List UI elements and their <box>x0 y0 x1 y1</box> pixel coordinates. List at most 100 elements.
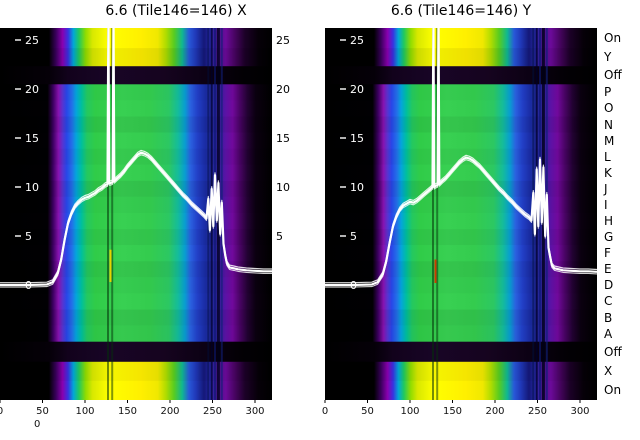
y-tick-label: 20 <box>350 83 364 96</box>
y-tick-label: 0 <box>350 279 357 292</box>
heatmap-row-h <box>325 212 597 230</box>
heatmap-row-j <box>325 180 597 198</box>
signal-trace <box>325 28 597 287</box>
row-label-e: E <box>604 262 612 277</box>
x-tick-label: 250 <box>203 406 222 417</box>
heatmap-row-c <box>0 293 272 311</box>
x-tick-label: 50 <box>361 406 374 417</box>
right-plot-title: 6.6 (Tile146=146) Y <box>390 3 532 19</box>
heatmap-row-p <box>325 84 597 101</box>
heatmap-row-m <box>0 132 272 150</box>
spectral-stripe <box>111 28 114 400</box>
row-label-d: D <box>604 278 614 293</box>
y-tick-label: 10 <box>350 181 364 194</box>
x-tick-label: 300 <box>245 406 264 417</box>
row-label-y: Y <box>604 50 612 65</box>
heatmap-row-d <box>0 277 272 295</box>
spectral-stripe <box>541 28 545 400</box>
y-tick-label: 5 <box>25 230 32 243</box>
marker-tick <box>109 249 112 282</box>
heatmap-row-o <box>325 100 597 118</box>
x-tick-label: 100 <box>400 406 419 417</box>
gap-tick-label: 20 <box>276 83 290 96</box>
origin-tick-label: 0 <box>34 419 41 430</box>
heatmap-row-on <box>0 380 272 400</box>
row-label-on: On <box>604 383 622 398</box>
heatmap-row-off <box>0 341 272 363</box>
signal-trace <box>0 28 272 287</box>
heatmap-row-o <box>0 100 272 118</box>
row-label-j: J <box>604 181 608 196</box>
row-label-x: X <box>604 364 613 379</box>
heatmap-row-d <box>325 277 597 295</box>
heatmap-row-n <box>325 116 597 134</box>
heatmap-row-y <box>325 48 597 67</box>
heatmap-row-f <box>0 245 272 262</box>
heatmap <box>325 28 597 400</box>
x-tick-label: 300 <box>570 406 589 417</box>
heatmap-row-e <box>0 261 272 278</box>
heatmap-row-i <box>0 196 272 214</box>
row-label-off: Off <box>604 68 622 83</box>
row-label-f: F <box>604 246 611 261</box>
row-label-o: O <box>604 101 614 116</box>
heatmap-row-k <box>325 164 597 182</box>
y-tick-label: 10 <box>25 181 39 194</box>
row-label-l: L <box>604 149 611 164</box>
gap-tick-label: 15 <box>276 132 290 145</box>
x-tick-label: 0 <box>322 406 328 417</box>
row-label-c: C <box>604 294 613 309</box>
row-label-a: A <box>604 326 613 341</box>
row-labels-right: On Y Off P O N M L K J I H G F E D C B A Off X On <box>604 0 640 440</box>
row-label-k: K <box>604 165 612 180</box>
heatmap-row-x <box>0 361 272 382</box>
row-label-h: H <box>604 214 614 229</box>
x-tick-label: 150 <box>443 406 462 417</box>
row-label-m: M <box>604 133 615 148</box>
heatmap-row-j <box>0 180 272 198</box>
heatmap-row-b <box>325 309 597 327</box>
y-tick-label: 15 <box>350 132 364 145</box>
heatmap-row-y <box>0 48 272 67</box>
heatmap-row-c <box>325 293 597 311</box>
heatmap-row-off <box>325 66 597 85</box>
gap-tick-label: 10 <box>276 181 290 194</box>
heatmap-row-on <box>325 380 597 400</box>
heatmap-row-x <box>325 361 597 382</box>
heatmap-row-off <box>325 341 597 363</box>
x-tick-label: 250 <box>528 406 547 417</box>
heatmap-row-l <box>325 148 597 166</box>
heatmap-row-k <box>0 164 272 182</box>
gap-tick-label: 5 <box>276 230 283 243</box>
row-label-i: I <box>604 197 608 212</box>
row-label-p: P <box>604 85 612 100</box>
x-tick-label: 50 <box>36 406 49 417</box>
heatmap-row-i <box>325 196 597 214</box>
spectral-stripe <box>214 28 216 400</box>
gap-tick-label: 25 <box>276 34 290 47</box>
spectral-stripe <box>535 28 538 400</box>
spectral-stripe <box>107 28 109 400</box>
row-label-b: B <box>604 310 613 325</box>
row-label-g: G <box>604 230 614 245</box>
y-tick-label: 5 <box>350 230 357 243</box>
row-label-on: On <box>604 31 622 46</box>
heatmap-row-a <box>0 325 272 343</box>
heatmap-row-g <box>0 229 272 246</box>
spectral-stripe <box>539 28 541 400</box>
heatmap-row-p <box>0 84 272 101</box>
x-tick-label: 100 <box>75 406 94 417</box>
heatmap-row-m <box>325 132 597 150</box>
y-tick-label: 25 <box>25 34 39 47</box>
marker-tick <box>434 259 437 283</box>
y-tick-label: 25 <box>350 34 364 47</box>
heatmap-row-off <box>0 66 272 85</box>
heatmap-row-g <box>325 229 597 246</box>
y-tick-label: 20 <box>25 83 39 96</box>
heatmap-panel-x: 2520151050050100150200250300252015105 <box>0 28 290 417</box>
heatmap-row-on <box>0 28 272 49</box>
x-tick-label: 200 <box>160 406 179 417</box>
heatmap-row-h <box>0 212 272 230</box>
heatmap <box>0 28 272 400</box>
